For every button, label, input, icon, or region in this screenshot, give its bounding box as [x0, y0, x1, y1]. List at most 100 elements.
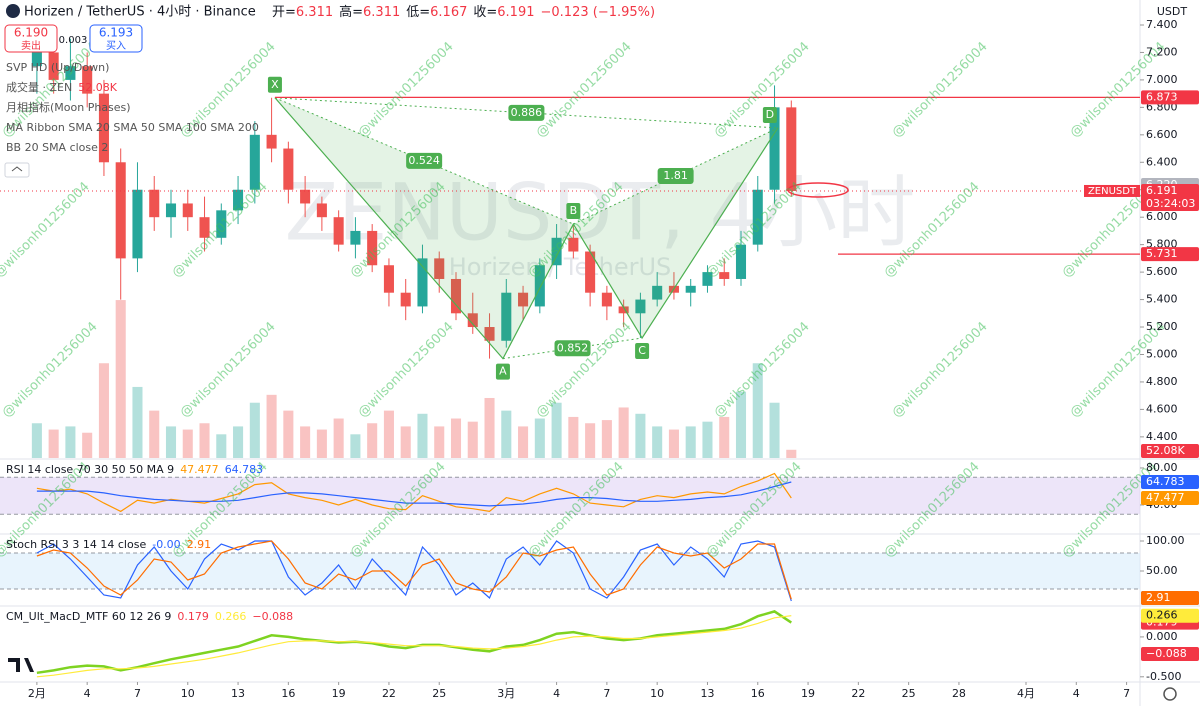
volume-bar: [333, 418, 344, 458]
volume-bar: [618, 407, 629, 458]
y-tick-label: 4.800: [1146, 375, 1178, 388]
logo: [8, 658, 34, 672]
ratio-label-bg: [508, 104, 545, 121]
plot-layer: 0.524 0.852 1.81 0.886 X A B C D: [0, 24, 1140, 678]
legend-value: −0.088: [252, 610, 293, 623]
volume-tag: 52.08K: [1146, 444, 1185, 457]
candle-body: [484, 327, 495, 341]
candle-body: [719, 272, 730, 279]
candle-body: [249, 134, 260, 190]
value-tag: 0.266: [1146, 609, 1178, 622]
point-label: A: [499, 365, 507, 378]
volume-bar: [635, 413, 646, 458]
y-tick-label: 100.00: [1146, 534, 1185, 547]
ratio-label: 1.81: [663, 169, 688, 182]
sell-price: 6.190: [14, 26, 48, 40]
candle-body: [601, 292, 612, 307]
y-tick-label: 5.400: [1146, 293, 1178, 306]
point-label-bg: [566, 203, 581, 220]
candle-body: [786, 107, 797, 191]
x-tick-label: 19: [801, 687, 815, 700]
y-tick-label: 7.200: [1146, 45, 1178, 58]
candle-body: [283, 148, 294, 190]
x-tick-label: 25: [432, 687, 446, 700]
y-tick-label: 6.400: [1146, 155, 1178, 168]
volume-bar: [769, 402, 780, 458]
ratio-label-bg: [554, 340, 591, 357]
volume-bar: [367, 423, 378, 458]
y-tick-label: 0.000: [1146, 630, 1178, 643]
volume-bar: [383, 410, 394, 458]
indicator-line: [36, 540, 792, 602]
volume-bar: [132, 386, 143, 458]
indicator-label: 成交量 · ZEN 52.08K: [6, 80, 118, 94]
legend-value: 47.477: [180, 463, 219, 476]
collapse-button[interactable]: [4, 162, 30, 178]
candle-body: [635, 299, 646, 314]
price-line-label: 6.873: [1146, 90, 1178, 103]
candle-body: [400, 292, 411, 307]
settings-icon[interactable]: [1163, 687, 1177, 701]
indicator-line: [36, 610, 792, 675]
volume-bar: [568, 416, 579, 458]
volume-bar: [467, 421, 478, 458]
ratio-label: 0.886: [511, 106, 543, 119]
legend-value: 64.783: [225, 463, 264, 476]
volume-bar: [65, 426, 76, 458]
volume-bar: [283, 410, 294, 458]
indicator-name: BB 20 SMA close 2: [6, 141, 108, 154]
x-tick-label: 7: [134, 687, 141, 700]
volume-bar: [501, 410, 512, 458]
histogram-tag: −0.088: [1146, 647, 1187, 660]
indicator-label: SVP HD (Up/Down): [6, 61, 109, 74]
chevron: [11, 166, 23, 172]
ratio-label-bg: [657, 168, 694, 185]
volume-bar: [702, 421, 713, 458]
candle-body: [618, 306, 629, 314]
volume-value: 52.08K: [78, 81, 117, 94]
value-tag-bg: [1141, 591, 1199, 605]
volume-bar: [233, 426, 244, 458]
x-tick-label: 4月: [1017, 687, 1035, 700]
volume-bar: [149, 410, 160, 458]
y-tick-label: 80.00: [1146, 461, 1178, 474]
candle-body: [585, 251, 596, 293]
price-line-label-bg: [1141, 247, 1199, 262]
buy-button[interactable]: [89, 24, 143, 53]
candle-body: [300, 189, 311, 204]
change: −0.123 (−1.95%): [541, 5, 656, 20]
candle-body: [182, 203, 193, 218]
legend-value: 2.91: [187, 538, 212, 551]
candle-body: [652, 285, 663, 300]
x-tick-label: 22: [851, 687, 865, 700]
candle-body: [115, 162, 126, 259]
candle-body: [551, 237, 562, 266]
volume-bar: [450, 418, 462, 458]
sell-button[interactable]: [4, 24, 58, 53]
y-tick-label: 6.000: [1146, 210, 1178, 223]
spread: 0.003: [59, 35, 88, 46]
y-tick-label: 50.00: [1146, 564, 1178, 577]
ohlc-legend: 开=6.311 高=6.311 低=6.167 收=6.191 −0.123 (−1.9…: [272, 4, 655, 20]
candle-body: [266, 134, 277, 149]
candle-body: [467, 313, 478, 328]
ohlc-value: 6.311: [296, 5, 333, 20]
overlay: Horizen / TetherUS · 4小时 · Binance 开=6.3…: [4, 4, 1199, 701]
y-tick-label: -0.500: [1146, 670, 1181, 683]
candle-body: [350, 230, 361, 245]
value-tag: 64.783: [1146, 475, 1185, 488]
x-tick-label: 16: [281, 687, 295, 700]
annotation-circle: [787, 182, 849, 198]
y-tick-label: 5.600: [1146, 265, 1178, 278]
x-tick-label: 28: [952, 687, 966, 700]
y-tick-label: 4.600: [1146, 402, 1178, 415]
point-label-bg: [267, 76, 282, 93]
candle-body: [752, 189, 763, 245]
candle-body: [685, 285, 696, 293]
value-tag-bg: [1141, 475, 1199, 490]
value-tag-bg: [1141, 608, 1199, 623]
volume-bar: [182, 429, 193, 458]
point-label: D: [766, 108, 774, 121]
x-tick-label: 25: [902, 687, 916, 700]
volume-bar: [585, 423, 596, 458]
